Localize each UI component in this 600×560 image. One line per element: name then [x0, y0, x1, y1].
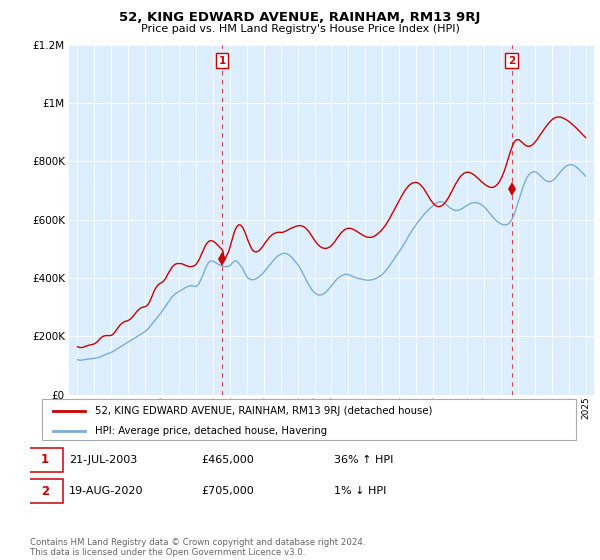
FancyBboxPatch shape [27, 479, 63, 503]
Text: HPI: Average price, detached house, Havering: HPI: Average price, detached house, Have… [95, 426, 328, 436]
Text: 1: 1 [218, 55, 226, 66]
Text: 1% ↓ HPI: 1% ↓ HPI [334, 486, 386, 496]
Text: 19-AUG-2020: 19-AUG-2020 [68, 486, 143, 496]
Text: 21-JUL-2003: 21-JUL-2003 [68, 455, 137, 465]
Text: 2: 2 [41, 484, 49, 498]
FancyBboxPatch shape [27, 448, 63, 472]
Text: 2: 2 [508, 55, 515, 66]
Text: £705,000: £705,000 [201, 486, 254, 496]
Text: 1: 1 [41, 454, 49, 466]
Text: 36% ↑ HPI: 36% ↑ HPI [334, 455, 393, 465]
Text: 52, KING EDWARD AVENUE, RAINHAM, RM13 9RJ (detached house): 52, KING EDWARD AVENUE, RAINHAM, RM13 9R… [95, 405, 433, 416]
Text: 52, KING EDWARD AVENUE, RAINHAM, RM13 9RJ: 52, KING EDWARD AVENUE, RAINHAM, RM13 9R… [119, 11, 481, 24]
Text: Price paid vs. HM Land Registry's House Price Index (HPI): Price paid vs. HM Land Registry's House … [140, 24, 460, 34]
Text: Contains HM Land Registry data © Crown copyright and database right 2024.
This d: Contains HM Land Registry data © Crown c… [30, 538, 365, 557]
FancyBboxPatch shape [42, 399, 576, 440]
Text: £465,000: £465,000 [201, 455, 254, 465]
